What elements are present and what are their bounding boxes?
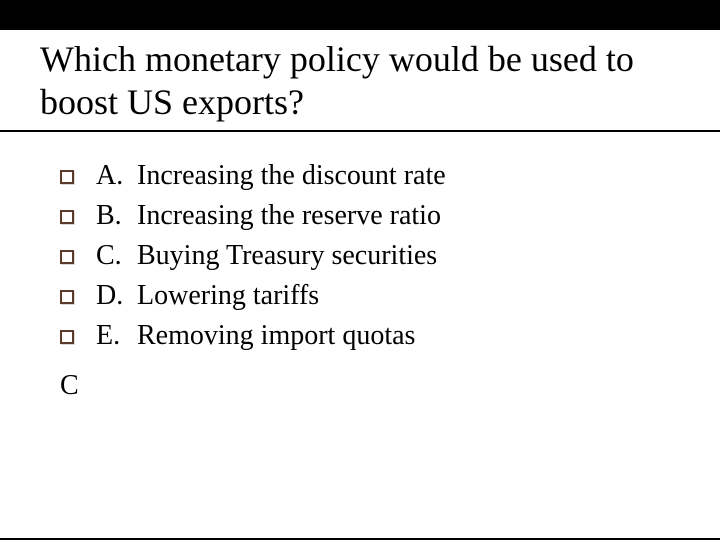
option-text: A. Increasing the discount rate	[96, 158, 446, 194]
option-label: Increasing the reserve ratio	[137, 200, 441, 231]
answer-text: C	[0, 370, 720, 402]
option-label: Lowering tariffs	[137, 280, 319, 311]
option-label: Increasing the discount rate	[137, 160, 446, 191]
option-letter: A.	[96, 158, 130, 194]
option-label: Buying Treasury securities	[137, 240, 437, 271]
title-block: Which monetary policy would be used to b…	[0, 30, 720, 132]
option-text: C. Buying Treasury securities	[96, 238, 437, 274]
option-letter: E.	[96, 318, 130, 354]
bullet-icon	[60, 170, 74, 184]
option-row: D. Lowering tariffs	[60, 278, 680, 314]
option-row: C. Buying Treasury securities	[60, 238, 680, 274]
option-letter: B.	[96, 198, 130, 234]
option-letter: D.	[96, 278, 130, 314]
option-letter: C.	[96, 238, 130, 274]
bullet-icon	[60, 290, 74, 304]
option-row: A. Increasing the discount rate	[60, 158, 680, 194]
option-row: E. Removing import quotas	[60, 318, 680, 354]
option-text: E. Removing import quotas	[96, 318, 415, 354]
option-label: Removing import quotas	[137, 320, 415, 351]
top-bar	[0, 0, 720, 30]
bullet-icon	[60, 250, 74, 264]
option-row: B. Increasing the reserve ratio	[60, 198, 680, 234]
bullet-icon	[60, 330, 74, 344]
slide-title: Which monetary policy would be used to b…	[40, 38, 680, 124]
options-list: A. Increasing the discount rate B. Incre…	[0, 132, 720, 367]
option-text: D. Lowering tariffs	[96, 278, 319, 314]
bullet-icon	[60, 210, 74, 224]
option-text: B. Increasing the reserve ratio	[96, 198, 441, 234]
